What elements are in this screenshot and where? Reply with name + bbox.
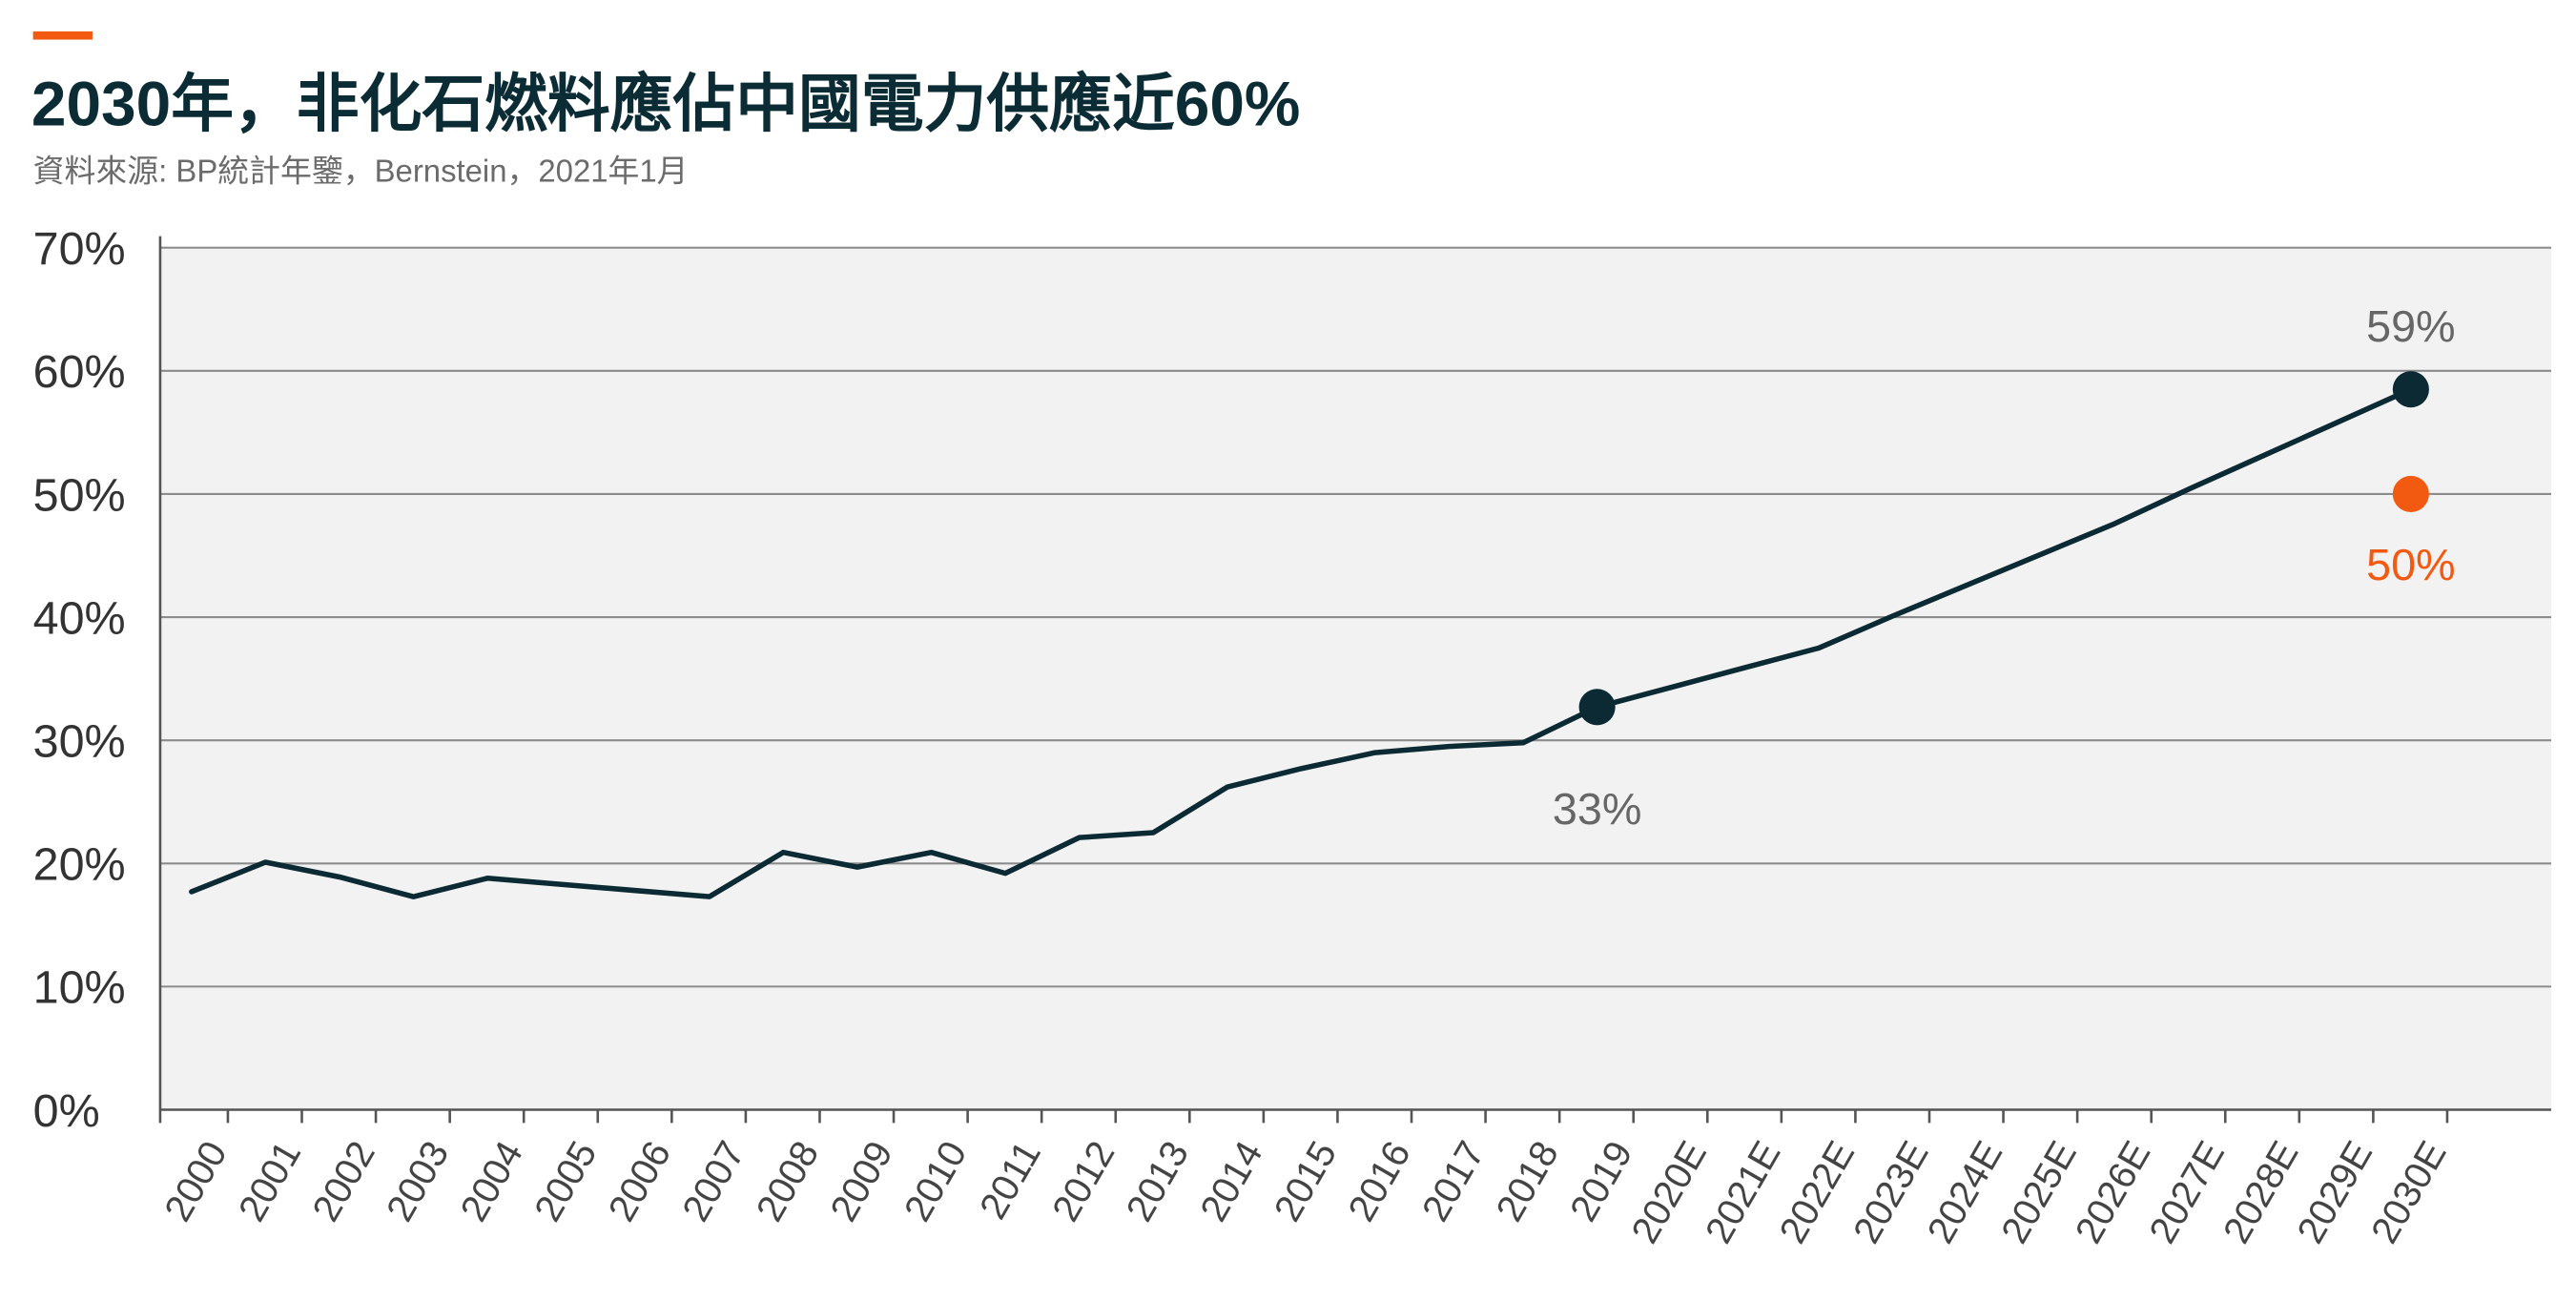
annotation-label: 50% <box>2366 540 2456 589</box>
x-tick-label: 2027E <box>2141 1134 2233 1250</box>
accent-bar <box>32 31 93 40</box>
x-tick-label: 2018 <box>1489 1134 1567 1228</box>
y-tick-label: 70% <box>33 223 126 275</box>
annotation-label: 59% <box>2366 301 2456 351</box>
x-tick-label: 2007 <box>674 1134 752 1228</box>
data-point-marker <box>2392 475 2429 512</box>
x-tick-label: 2015 <box>1267 1134 1345 1228</box>
data-point-marker <box>1578 689 1616 726</box>
y-tick-label: 20% <box>33 839 126 891</box>
x-tick-label: 2024E <box>1920 1134 2011 1250</box>
plot-area <box>159 247 2552 1110</box>
y-tick-label: 10% <box>33 962 126 1014</box>
x-tick-label: 2014 <box>1192 1134 1270 1228</box>
x-tick-label: 2009 <box>822 1134 900 1228</box>
x-tick-label: 2020E <box>1623 1134 1715 1250</box>
x-tick-label: 2001 <box>231 1134 309 1228</box>
annotation-label: 33% <box>1553 784 1642 834</box>
x-tick-label: 2029E <box>2290 1134 2381 1250</box>
y-tick-label: 50% <box>33 469 126 521</box>
chart-title: 2030年，非化石燃料應佔中國電力供應近60% <box>31 69 1301 139</box>
x-tick-label: 2011 <box>972 1134 1049 1226</box>
series-line <box>189 386 2414 899</box>
x-axis: 2000200120022003200420052006200720082009… <box>156 1108 2552 1250</box>
y-tick-label: 60% <box>33 346 126 398</box>
x-tick-label: 2008 <box>749 1134 827 1228</box>
series-markers <box>1578 371 2429 726</box>
x-tick-label: 2003 <box>379 1134 457 1228</box>
chart-source-note: 資料來源: BP統計年鑒，Bernstein，2021年1月 <box>33 153 689 188</box>
x-tick-label: 2025E <box>1993 1134 2085 1250</box>
y-tick-label: 40% <box>33 592 126 644</box>
x-tick-label: 2002 <box>304 1134 382 1228</box>
x-tick-label: 2010 <box>896 1134 975 1228</box>
data-point-marker <box>2392 371 2429 408</box>
x-tick-label: 2016 <box>1340 1134 1418 1228</box>
x-tick-label: 2013 <box>1119 1134 1197 1228</box>
x-tick-label: 2026E <box>2068 1134 2159 1250</box>
y-tick-label: 0% <box>33 1085 100 1137</box>
x-tick-label: 2030E <box>2363 1134 2455 1250</box>
x-tick-label: 2017 <box>1414 1134 1493 1228</box>
x-tick-label: 2022E <box>1772 1134 1864 1250</box>
x-tick-label: 2019 <box>1562 1134 1640 1228</box>
series-lines <box>189 386 2414 899</box>
gridlines <box>159 246 2552 988</box>
x-tick-label: 2021E <box>1698 1134 1789 1250</box>
x-tick-label: 2028E <box>2215 1134 2307 1250</box>
y-tick-label: 30% <box>33 715 126 767</box>
x-tick-label: 2004 <box>453 1134 531 1228</box>
x-tick-label: 2012 <box>1044 1134 1123 1228</box>
x-tick-label: 2006 <box>601 1134 679 1228</box>
y-axis: 0% 10% 20% 30% 40% 50% 60% 70% <box>33 223 162 1137</box>
x-tick-label: 2000 <box>156 1134 235 1228</box>
x-tick-label: 2023E <box>1845 1134 1937 1250</box>
x-tick-label: 2005 <box>526 1134 605 1228</box>
annotations: 33% 59% 50% <box>1553 301 2456 834</box>
